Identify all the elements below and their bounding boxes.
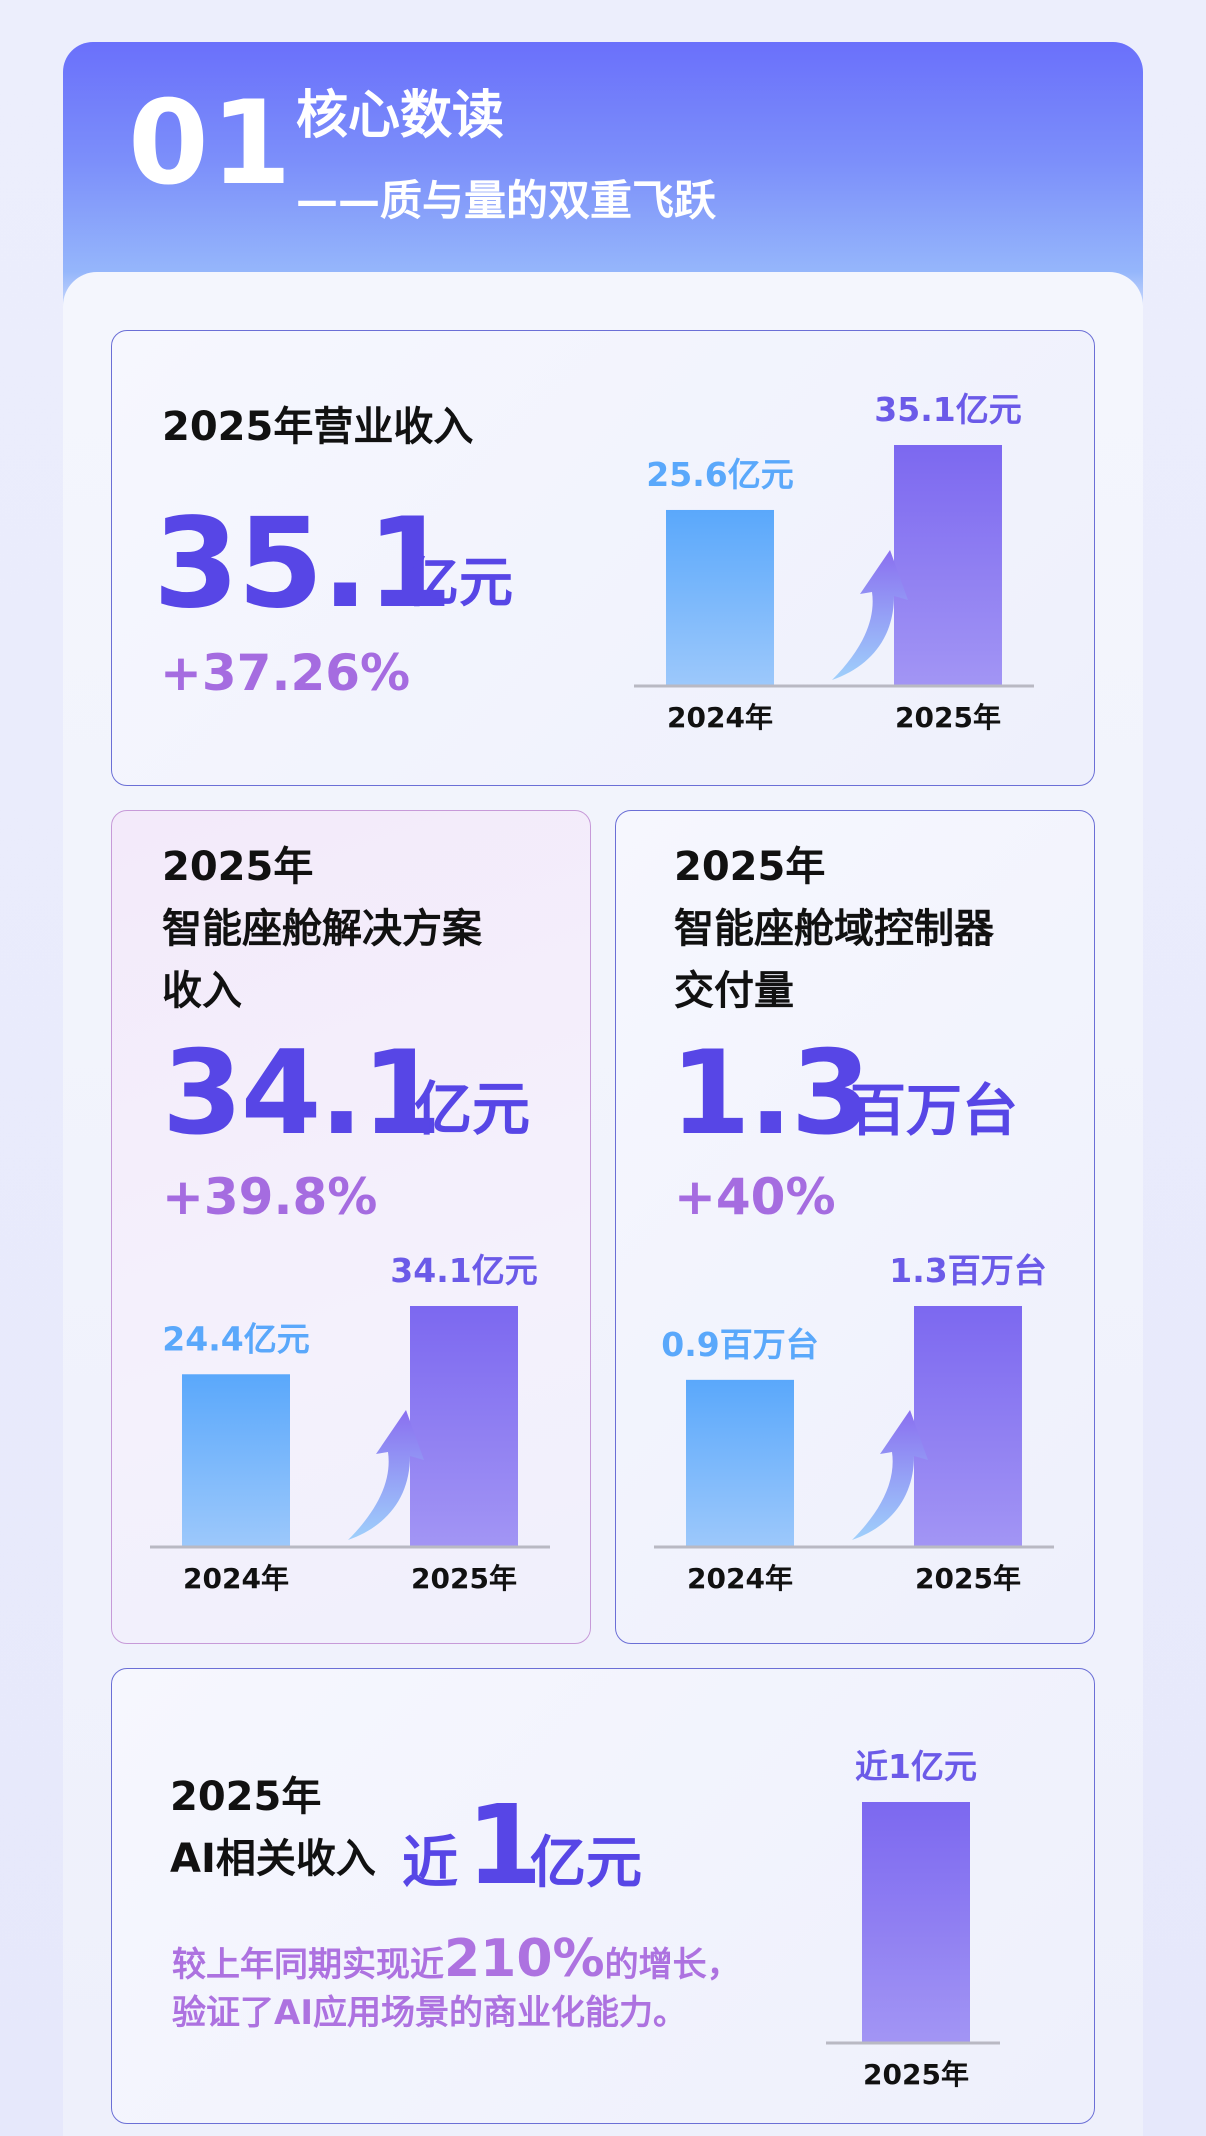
data-label: 1.3百万台 [889, 1251, 1046, 1290]
controller-value: 1.3 [670, 1026, 871, 1161]
section-subtitle: ——质与量的双重飞跃 [296, 176, 717, 225]
controller-delivery-chart: 0.9百万台 2024年 1.3百万台 2025年 [654, 1251, 1054, 1595]
bar-2025年 [894, 445, 1002, 685]
revenue-value: 35.1 [153, 492, 453, 636]
revenue-unit: 亿元 [405, 551, 513, 614]
cockpit-revenue-chart: 24.4亿元 2024年 34.1亿元 2025年 [150, 1251, 550, 1595]
ai-prefix: 近 [402, 1831, 458, 1896]
controller-label-line3: 交付量 [674, 968, 794, 1014]
growth-arrow-icon [852, 1410, 928, 1540]
ai-label-line1: 2025年 [170, 1774, 322, 1820]
cockpit-label-line1: 2025年 [162, 844, 314, 890]
x-tick-label: 2025年 [411, 1562, 517, 1595]
data-label: 35.1亿元 [874, 390, 1021, 429]
data-label: 25.6亿元 [646, 455, 793, 494]
bar-2025年 [410, 1306, 518, 1546]
cockpit-label-line2: 智能座舱解决方案 [162, 906, 482, 952]
x-tick-label: 2025年 [895, 701, 1001, 734]
controller-label-line1: 2025年 [674, 844, 826, 890]
ai-desc-part2: 的增长， [604, 1945, 741, 1985]
cockpit-label-line3: 收入 [162, 968, 242, 1014]
bar-2024年 [686, 1379, 794, 1546]
data-label: 24.4亿元 [162, 1319, 309, 1358]
growth-arrow-icon [348, 1410, 424, 1540]
cockpit-unit: 亿元 [414, 1075, 531, 1143]
controller-growth: +40% [674, 1168, 836, 1226]
cockpit-value: 34.1 [162, 1026, 442, 1161]
ai-revenue-chart: 近1亿元 2025年 [826, 1747, 1000, 2091]
ai-value: 1 [466, 1781, 543, 1909]
bar-2024年 [182, 1374, 290, 1546]
bar-2025年 [914, 1306, 1022, 1546]
x-tick-label: 2024年 [183, 1562, 289, 1595]
ai-description-line2: 验证了AI应用场景的商业化能力。 [172, 1993, 687, 2033]
controller-unit: 百万台 [850, 1079, 1018, 1144]
x-tick-label: 2024年 [667, 701, 773, 734]
data-label: 0.9百万台 [661, 1325, 818, 1364]
ai-desc-highlight: 210% [444, 1929, 605, 1989]
growth-arrow-icon [832, 550, 908, 680]
ai-desc-part1: 较上年同期实现近 [172, 1945, 444, 1985]
ai-unit: 亿元 [530, 1831, 642, 1896]
x-tick-label: 2024年 [687, 1562, 793, 1595]
revenue-chart: 25.6亿元 2024年 35.1亿元 2025年 [634, 390, 1034, 734]
controller-label-line2: 智能座舱域控制器 [674, 906, 994, 952]
ai-label-line2: AI相关收入 [170, 1836, 376, 1882]
cockpit-growth: +39.8% [162, 1168, 378, 1226]
x-tick-label: 2025年 [915, 1562, 1021, 1595]
section-title: 核心数读 [296, 86, 505, 146]
bar-2025年 [862, 1802, 970, 2042]
x-tick-label: 2025年 [863, 2058, 969, 2091]
bar-2024年 [666, 509, 774, 685]
ai-description-line1: 较上年同期实现近210%的增长， [172, 1918, 741, 2001]
data-label: 近1亿元 [855, 1747, 977, 1786]
revenue-label: 2025年营业收入 [162, 404, 474, 450]
revenue-growth: +37.26% [160, 644, 411, 702]
section-number: 01 [128, 76, 294, 211]
data-label: 34.1亿元 [390, 1251, 537, 1290]
